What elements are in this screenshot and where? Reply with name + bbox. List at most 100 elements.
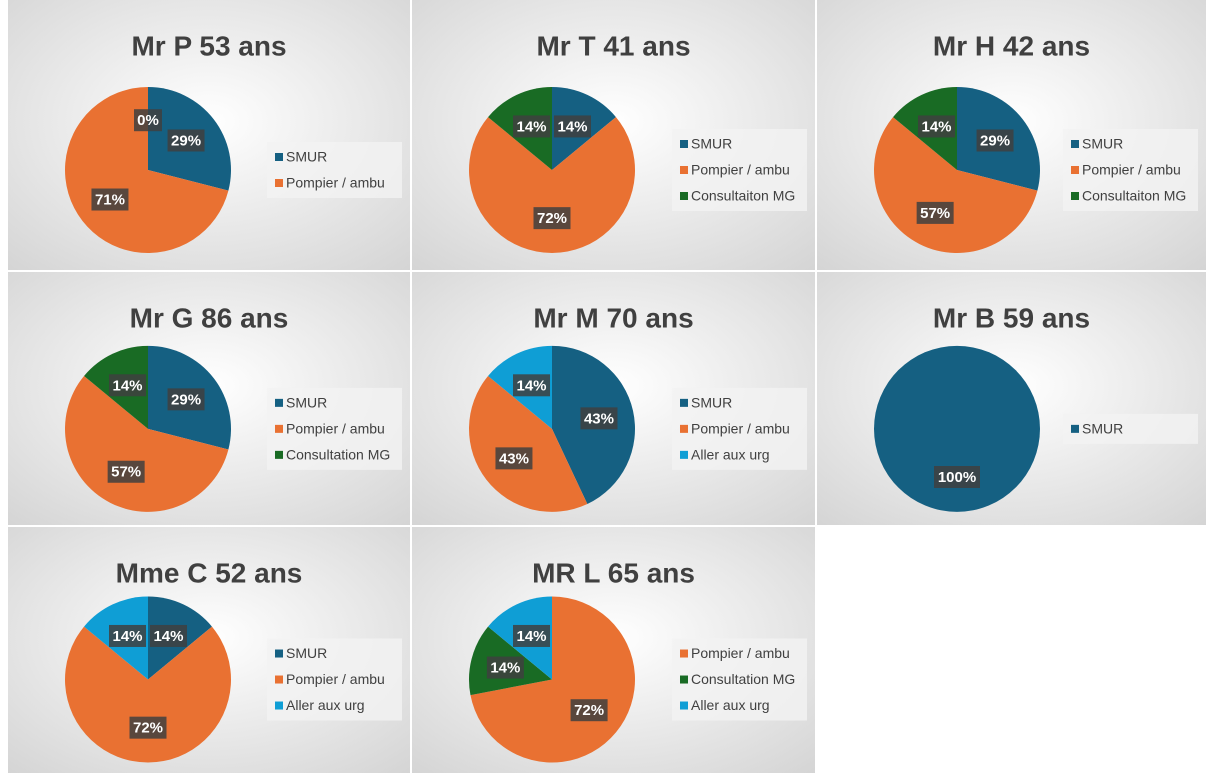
pie-slice bbox=[469, 117, 635, 254]
legend-swatch bbox=[680, 424, 688, 433]
legend-swatch bbox=[275, 450, 283, 459]
pie-slice bbox=[65, 626, 231, 763]
legend-swatch bbox=[1071, 424, 1079, 433]
legend-label: Pompier / ambu bbox=[691, 645, 790, 661]
chart-title: Mr H 42 ans bbox=[933, 30, 1090, 61]
label-box bbox=[486, 656, 524, 679]
label-box bbox=[513, 374, 551, 397]
legend-label: SMUR bbox=[286, 395, 327, 411]
label-box bbox=[513, 624, 551, 647]
legend-box bbox=[1063, 129, 1198, 211]
chart-panel: Mme C 52 ans 14% 72% 14% SMUR Pompier / ambu A… bbox=[8, 527, 410, 773]
label-box bbox=[91, 188, 129, 211]
data-label: 14% bbox=[112, 377, 142, 394]
legend-label: SMUR bbox=[286, 645, 327, 661]
legend-label: Aller aux urg bbox=[691, 697, 770, 713]
label-box bbox=[167, 388, 205, 411]
data-label: 29% bbox=[980, 132, 1010, 149]
data-label: 14% bbox=[921, 118, 951, 135]
legend-swatch bbox=[680, 649, 688, 658]
label-box bbox=[553, 115, 591, 138]
chart-panel: Mr T 41 ans 14% 72% 14% SMUR Pompier / ambu Co… bbox=[412, 0, 815, 270]
legend-swatch bbox=[275, 701, 283, 710]
legend-label: Aller aux urg bbox=[286, 697, 365, 713]
legend-label: Pompier / ambu bbox=[1082, 162, 1181, 178]
pie-slice bbox=[469, 375, 588, 512]
data-label: 0% bbox=[137, 112, 159, 129]
data-label: 43% bbox=[499, 450, 529, 467]
legend-label: Consultation MG bbox=[286, 447, 390, 463]
legend-box bbox=[267, 638, 402, 721]
legend-swatch bbox=[275, 398, 283, 407]
chart-panel: Mr H 42 ans 29% 57% 14% SMUR Pompier / ambu Co… bbox=[817, 0, 1206, 270]
legend-swatch bbox=[275, 424, 283, 433]
chart-panel: Mr G 86 ans 29% 57% 14% SMUR Pompier / ambu Co… bbox=[8, 272, 410, 525]
legend-swatch bbox=[275, 649, 283, 658]
label-box bbox=[495, 447, 533, 470]
label-box bbox=[109, 374, 147, 397]
chart-panel: Mr P 53 ans 29% 71% 0% SMUR Pompier / ambu bbox=[8, 0, 410, 270]
legend-swatch bbox=[275, 179, 283, 187]
legend-swatch bbox=[1071, 140, 1079, 148]
legend-swatch bbox=[680, 140, 688, 148]
legend-swatch bbox=[680, 192, 688, 200]
legend-swatch bbox=[1071, 166, 1079, 174]
chart-title: Mr B 59 ans bbox=[933, 302, 1090, 333]
data-label: 14% bbox=[153, 628, 183, 645]
data-label: 14% bbox=[516, 377, 546, 394]
legend-label: SMUR bbox=[691, 395, 732, 411]
data-label: 14% bbox=[112, 628, 142, 645]
legend-box bbox=[267, 387, 402, 470]
label-box bbox=[513, 115, 551, 138]
legend-label: Consultaiton MG bbox=[1082, 188, 1186, 204]
label-box bbox=[580, 407, 618, 430]
data-label: 43% bbox=[584, 410, 614, 427]
legend-swatch bbox=[680, 701, 688, 710]
data-label: 57% bbox=[920, 205, 950, 222]
label-box bbox=[570, 699, 608, 722]
legend-box bbox=[672, 129, 807, 211]
legend-swatch bbox=[680, 450, 688, 459]
legend-box bbox=[267, 142, 402, 198]
chart-title: Mr M 70 ans bbox=[533, 302, 693, 333]
data-label: 29% bbox=[171, 132, 201, 149]
data-label: 14% bbox=[557, 118, 587, 135]
data-label: 72% bbox=[133, 720, 163, 737]
chart-title: Mr G 86 ans bbox=[130, 302, 289, 333]
legend-swatch bbox=[680, 675, 688, 684]
chart-title: Mr P 53 ans bbox=[131, 30, 286, 61]
legend-swatch bbox=[680, 166, 688, 174]
label-box bbox=[533, 207, 571, 230]
data-label: 14% bbox=[516, 118, 546, 135]
chart-title: MR L 65 ans bbox=[532, 557, 695, 588]
pie-slice bbox=[64, 87, 229, 253]
legend-label: Consultation MG bbox=[691, 671, 795, 687]
chart-panel: MR L 65 ans 72% 14% 14% Pompier / ambu Consul… bbox=[412, 527, 815, 773]
legend-label: Pompier / ambu bbox=[691, 162, 790, 178]
chart-panel: Mr M 70 ans 43% 43% 14% SMUR Pompier / ambu Al… bbox=[412, 272, 815, 525]
chart-title: Mme C 52 ans bbox=[116, 557, 303, 588]
label-box bbox=[167, 129, 205, 152]
legend-label: Pompier / ambu bbox=[691, 421, 790, 437]
legend-swatch bbox=[1071, 192, 1079, 200]
legend-label: SMUR bbox=[1082, 136, 1123, 152]
label-box bbox=[916, 201, 954, 224]
legend-box bbox=[1063, 413, 1198, 444]
legend-label: SMUR bbox=[286, 149, 327, 165]
label-box bbox=[934, 466, 980, 488]
label-box bbox=[109, 624, 147, 647]
pie-slice bbox=[64, 375, 229, 512]
label-box bbox=[149, 624, 187, 647]
legend-label: SMUR bbox=[1082, 421, 1123, 437]
legend-label: SMUR bbox=[691, 136, 732, 152]
legend-swatch bbox=[680, 398, 688, 407]
data-label: 71% bbox=[95, 191, 125, 208]
pie-slice bbox=[874, 345, 1040, 512]
pie-slice bbox=[874, 117, 1038, 254]
label-box bbox=[129, 716, 167, 739]
label-box bbox=[107, 460, 145, 483]
data-label: 14% bbox=[516, 628, 546, 645]
data-label: 100% bbox=[938, 469, 976, 486]
chart-title: Mr T 41 ans bbox=[536, 30, 690, 61]
